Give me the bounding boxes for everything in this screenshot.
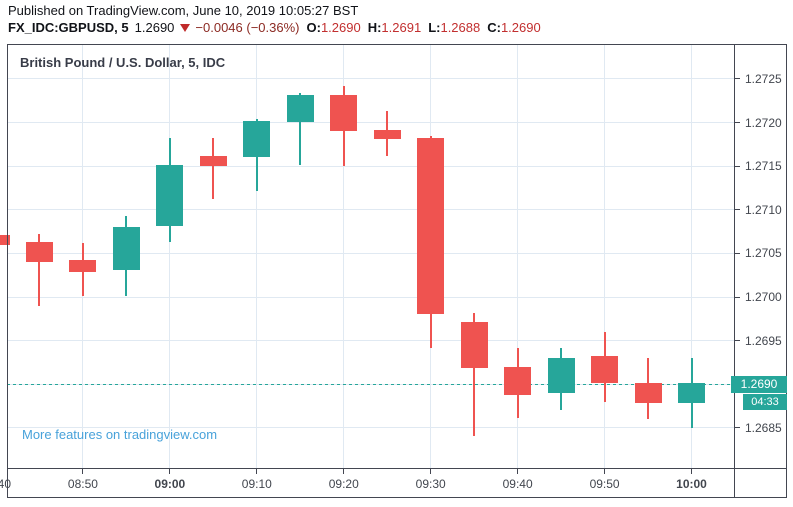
candle-body	[417, 138, 445, 314]
grid-line-vertical	[169, 44, 171, 468]
current-price-dashed-line	[7, 384, 734, 386]
candle-body	[591, 356, 619, 384]
price-chart-plot[interactable]: British Pound / U.S. Dollar, 5, IDC More…	[0, 44, 734, 468]
ohlc-open: O: 1.2690	[306, 20, 360, 35]
time-axis-separator	[7, 468, 787, 469]
grid-line-vertical	[604, 44, 606, 468]
y-axis-tick-mark	[734, 252, 740, 254]
y-axis-tick-mark	[734, 165, 740, 167]
x-axis-tick-mark	[517, 468, 519, 474]
candle-body	[373, 130, 401, 140]
close-value: 1.2690	[500, 20, 541, 35]
chart-frame: British Pound / U.S. Dollar, 5, IDC More…	[0, 44, 787, 498]
bar-countdown-text: 04:33	[751, 396, 779, 409]
candle-body	[112, 227, 140, 270]
candle-body	[199, 155, 227, 167]
x-axis-tick-mark	[343, 468, 345, 474]
published-line: Published on TradingView.com, June 10, 2…	[8, 3, 359, 18]
candle-body	[547, 358, 575, 393]
candle-wick	[473, 312, 476, 436]
y-axis-tick-mark	[734, 340, 740, 342]
x-axis-tick-mark	[691, 468, 693, 474]
grid-line-vertical	[343, 44, 345, 468]
symbol-line: FX_IDC:GBPUSD, 5 1.2690 −0.0046 (−0.36%)…	[8, 20, 541, 35]
open-label: O:	[306, 20, 321, 35]
candle-body	[634, 383, 662, 403]
candle-body	[286, 94, 314, 122]
x-axis-tick-label: 09:30	[415, 477, 446, 491]
x-axis-tick-label: 09:00	[154, 477, 186, 491]
x-axis-tick-label: 09:40	[502, 477, 533, 491]
x-axis-tick-label: 08:40	[0, 477, 12, 491]
x-axis-tick-mark	[430, 468, 432, 474]
current-price-label: 1.2690	[731, 375, 787, 393]
y-axis-tick-label: 1.2700	[745, 290, 782, 304]
candle-wick	[212, 138, 215, 200]
candle-body	[156, 165, 184, 227]
x-axis-tick-mark	[82, 468, 84, 474]
candle-body	[504, 366, 532, 395]
grid-line-vertical	[256, 44, 258, 468]
chart-title: British Pound / U.S. Dollar, 5, IDC	[20, 55, 226, 70]
x-axis-tick-mark	[256, 468, 258, 474]
candle-body	[243, 120, 271, 158]
grid-line-horizontal	[7, 252, 734, 254]
y-axis-tick-label: 1.2710	[745, 202, 782, 217]
price-axis-separator	[734, 44, 735, 498]
y-axis-tick-mark	[734, 122, 740, 124]
candle-body	[678, 382, 706, 403]
high-value: 1.2691	[381, 20, 422, 35]
grid-line-horizontal	[7, 78, 734, 80]
y-axis-tick-label: 1.2715	[745, 159, 782, 174]
last-price-value: 1.2690	[134, 20, 175, 35]
grid-line-vertical	[691, 44, 693, 468]
grid-line-horizontal	[7, 296, 734, 298]
candle-wick	[38, 234, 41, 306]
high-label: H:	[367, 20, 382, 35]
y-axis-tick-label: 1.2720	[745, 115, 782, 130]
x-axis-tick-label: 09:10	[241, 477, 272, 491]
close-label: C:	[487, 20, 501, 35]
time-axis[interactable]: 08:40 08:50 09:00 09:10 09:20 09:30 09:40 09:50…	[0, 468, 787, 498]
candle-body	[25, 242, 53, 263]
low-label: L:	[428, 20, 441, 35]
candle-body	[0, 235, 10, 245]
y-axis-tick-mark	[734, 209, 740, 211]
x-axis-tick-label: 09:50	[589, 477, 620, 491]
down-triangle-icon	[180, 24, 191, 32]
x-axis-tick-mark	[604, 468, 606, 474]
candle-body	[69, 260, 97, 272]
price-change: −0.0046 (−0.36%)	[195, 20, 300, 35]
ohlc-close: C: 1.2690	[487, 20, 540, 35]
y-axis-tick-mark	[734, 427, 740, 429]
candle-body	[460, 322, 488, 368]
y-axis-tick-label: 1.2705	[745, 246, 782, 261]
x-axis-tick-label: 08:50	[67, 477, 98, 491]
ohlc-low: L: 1.2688	[428, 20, 480, 35]
low-value: 1.2688	[440, 20, 481, 35]
candle-wick	[299, 92, 302, 166]
y-axis-tick-mark	[734, 296, 740, 298]
candle-body	[330, 94, 358, 132]
bar-countdown-label: 04:33	[743, 394, 787, 411]
x-axis-tick-label: 10:00	[676, 477, 707, 491]
ohlc-high: H: 1.2691	[368, 20, 421, 35]
y-axis-tick-label: 1.2685	[745, 420, 782, 435]
grid-line-horizontal	[7, 165, 734, 167]
grid-line-horizontal	[7, 209, 734, 211]
grid-line-vertical	[517, 44, 519, 468]
x-axis-tick-mark	[169, 468, 171, 474]
y-axis-tick-label: 1.2695	[745, 333, 782, 348]
grid-line-horizontal	[7, 427, 734, 429]
grid-line-horizontal	[7, 122, 734, 124]
x-axis-tick-label: 09:20	[328, 477, 359, 491]
y-axis-tick-mark	[734, 78, 740, 80]
y-axis-tick-label: 1.2725	[745, 71, 782, 86]
current-price-label-text: 1.2690	[740, 377, 778, 392]
grid-line-horizontal	[7, 340, 734, 342]
open-value: 1.2690	[320, 20, 361, 35]
tradingview-features-link[interactable]: More features on tradingview.com	[22, 427, 218, 442]
symbol-name: FX_IDC:GBPUSD, 5	[8, 20, 129, 35]
